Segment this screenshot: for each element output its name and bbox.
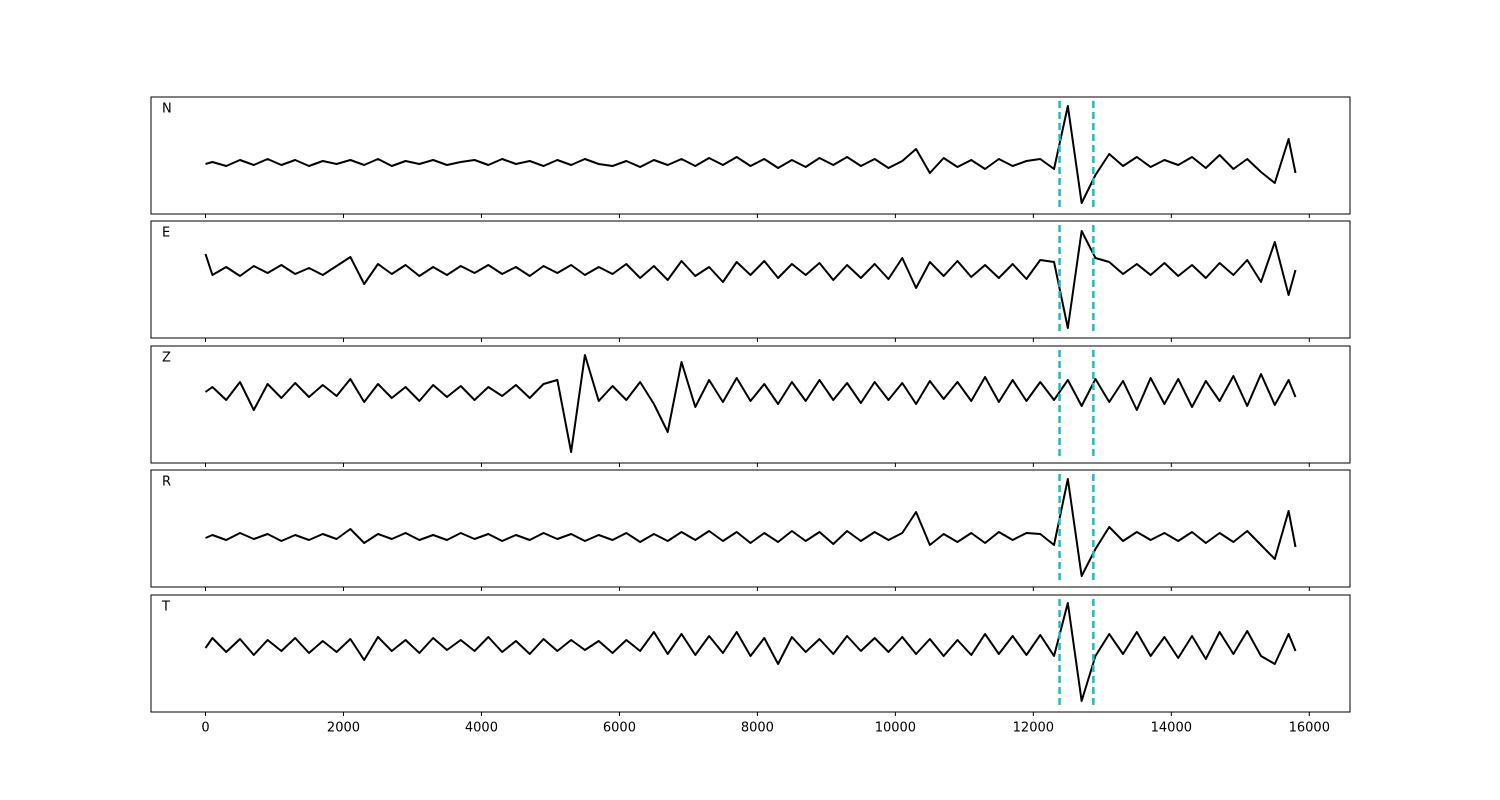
panel-label: R xyxy=(162,475,171,490)
trace xyxy=(204,354,1297,453)
x-tick-label: 6000 xyxy=(603,721,636,736)
x-tick-label: 10000 xyxy=(875,721,916,736)
trace xyxy=(204,602,1297,702)
trace xyxy=(205,478,1297,577)
x-tick-label: 2000 xyxy=(327,721,360,736)
panel-label: T xyxy=(161,600,170,615)
x-tick-label: 12000 xyxy=(1013,721,1054,736)
panel-label: E xyxy=(162,226,170,241)
panel-frame xyxy=(150,96,1351,215)
trace xyxy=(205,105,1297,204)
trace xyxy=(204,230,1297,329)
panel-frame xyxy=(150,469,1351,588)
x-tick-label: 14000 xyxy=(1151,721,1192,736)
panel-frame xyxy=(150,220,1351,339)
x-tick-label: 0 xyxy=(201,721,209,736)
panel-label: Z xyxy=(162,351,171,366)
x-tick-label: 4000 xyxy=(465,721,498,736)
x-tick-label: 8000 xyxy=(741,721,774,736)
panel-frame xyxy=(150,594,1351,713)
x-tick-label: 16000 xyxy=(1289,721,1330,736)
panel-label: N xyxy=(162,102,172,117)
panel-frame xyxy=(150,345,1351,464)
